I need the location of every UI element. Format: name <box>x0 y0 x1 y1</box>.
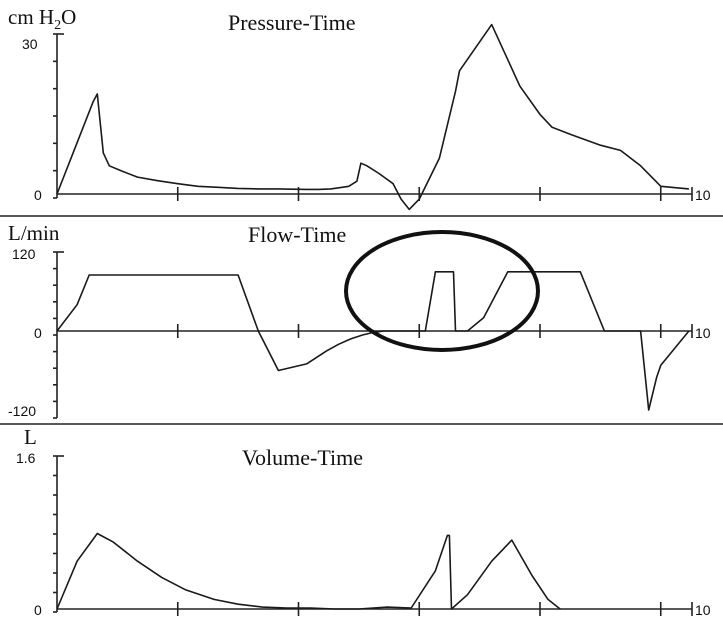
flow-time-panel: Flow-Time L/min 120 0 -120 10 <box>8 221 711 419</box>
pressure-unit-tail: O <box>61 5 76 29</box>
volume-tick-label-1-6: 1.6 <box>16 450 36 466</box>
volume-x-end-label: 10 <box>695 602 711 618</box>
pressure-tick-label-0: 0 <box>34 187 42 203</box>
pressure-tick-label-30: 30 <box>22 36 38 52</box>
flow-trace <box>56 271 690 411</box>
volume-axes <box>53 455 693 616</box>
pressure-unit-main: cm H <box>8 5 54 29</box>
flow-time-title: Flow-Time <box>248 222 346 247</box>
flow-x-end-label: 10 <box>695 325 711 341</box>
pressure-axes <box>53 33 693 201</box>
flow-highlight-ellipse <box>344 230 540 352</box>
flow-unit-label: L/min <box>8 221 60 245</box>
volume-time-title: Volume-Time <box>242 445 363 470</box>
volume-trace <box>56 532 561 610</box>
flow-tick-label-120: 120 <box>12 246 36 262</box>
pressure-x-end-label: 10 <box>695 187 711 203</box>
flow-tick-label-minus-120: -120 <box>8 403 36 419</box>
flow-tick-label-0: 0 <box>34 325 42 341</box>
volume-time-panel: Volume-Time L 1.6 0 10 <box>16 425 711 618</box>
pressure-time-title: Pressure-Time <box>228 10 356 35</box>
pressure-time-panel: Pressure-Time cm H2O 30 0 10 <box>8 5 711 211</box>
volume-unit-label: L <box>24 425 37 449</box>
pressure-unit-label: cm H2O <box>8 5 76 33</box>
flow-axes <box>53 251 693 419</box>
volume-tick-label-0: 0 <box>34 602 42 618</box>
pressure-trace <box>56 23 689 211</box>
pressure-unit-subscript: 2 <box>54 18 61 33</box>
